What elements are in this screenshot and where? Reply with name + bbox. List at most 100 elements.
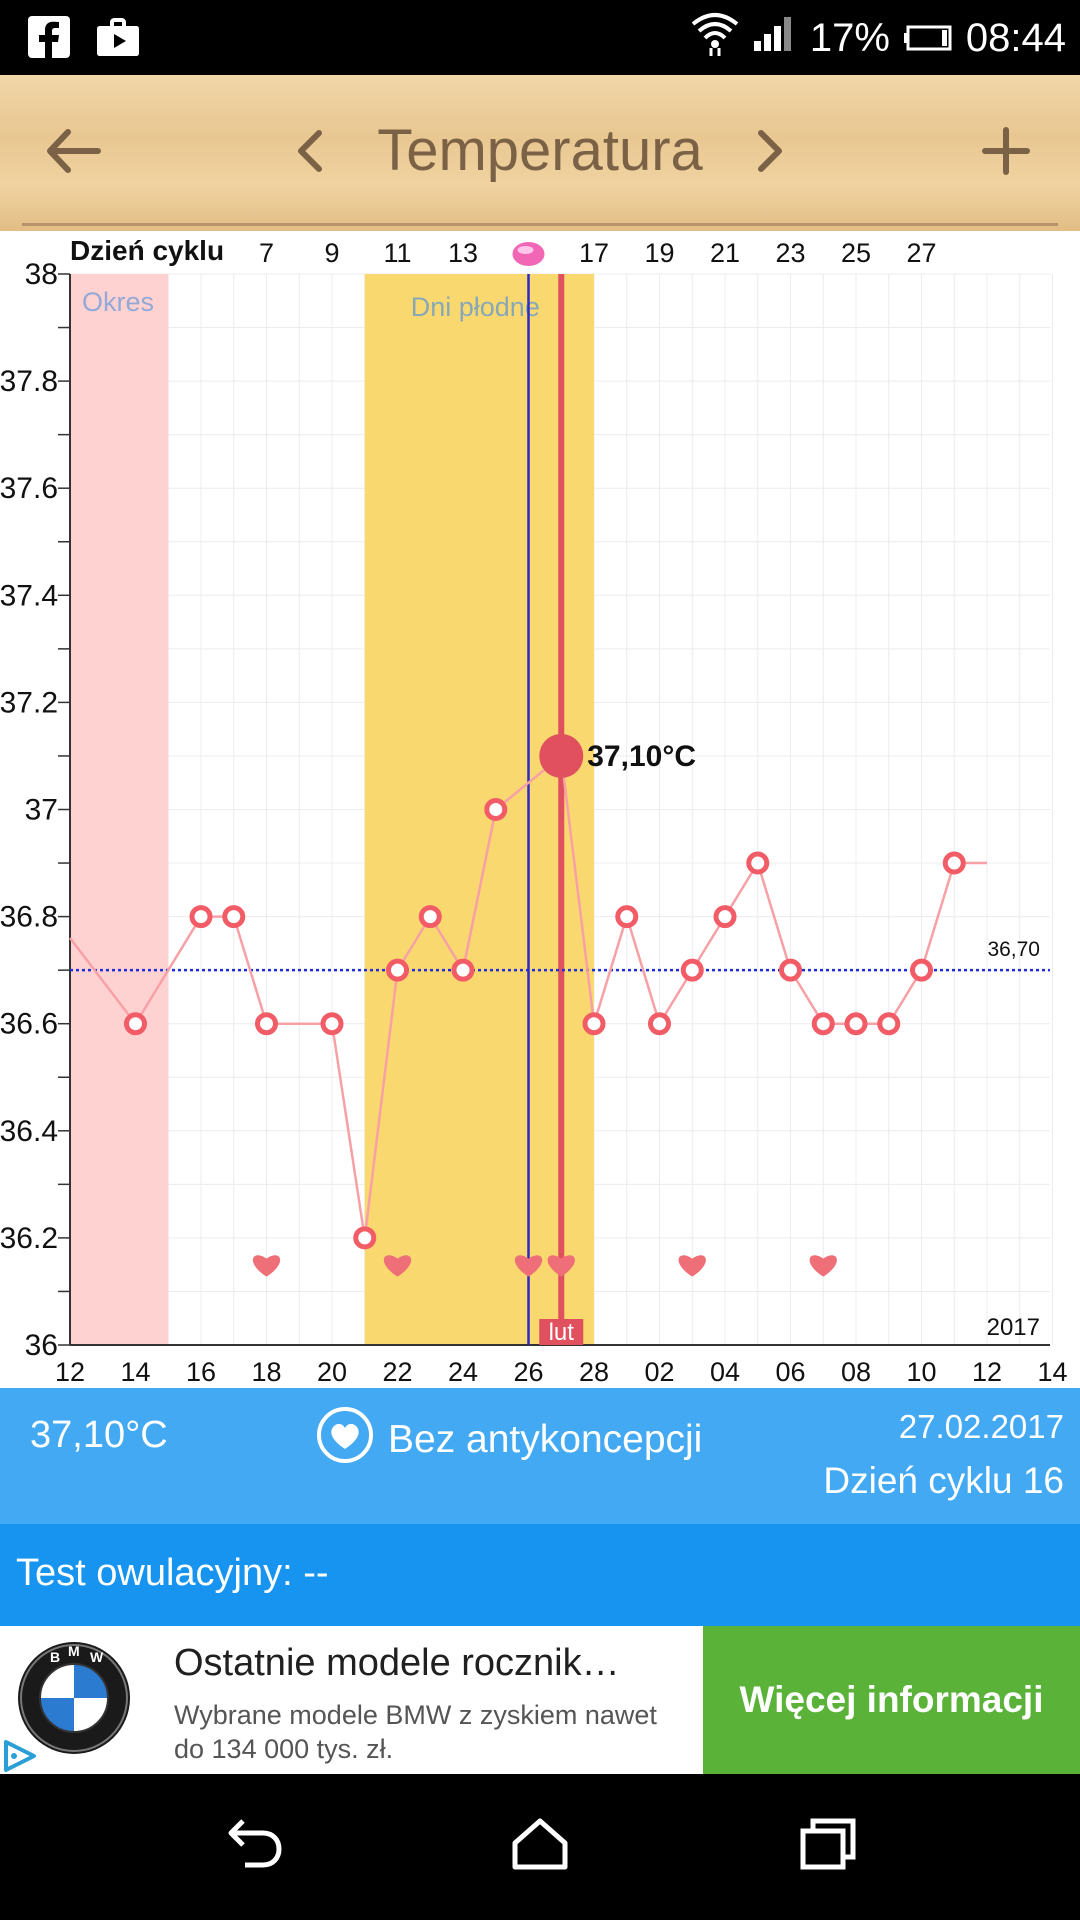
- x-tick-label: 20: [317, 1357, 347, 1387]
- heart-circle-icon: [316, 1406, 374, 1474]
- temperature-chart[interactable]: Okres Dni płodne lut 36,70 36 36.2 36.4 36.6 36.…: [0, 231, 1080, 1388]
- month-label: lut: [549, 1319, 575, 1346]
- y-tick-label: 36.2: [0, 1222, 58, 1255]
- nav-recents-button[interactable]: [788, 1806, 868, 1886]
- x-tick-label: 02: [644, 1357, 674, 1387]
- selected-date: 27.02.2017: [898, 1408, 1064, 1445]
- period-label: Okres: [82, 287, 154, 317]
- add-button[interactable]: [966, 113, 1046, 193]
- y-tick-label: 37.8: [0, 365, 58, 398]
- signal-icon: [753, 15, 796, 61]
- fertile-band: [364, 274, 594, 1345]
- x-tick-label: 22: [382, 1357, 412, 1387]
- y-tick-label: 37.4: [0, 579, 58, 612]
- temperature-point: [910, 958, 933, 982]
- intercourse-heart-icon: [514, 1255, 543, 1277]
- temperature-point: [680, 958, 704, 982]
- battery-percent: 17%: [809, 15, 890, 60]
- temperature-point: [877, 1012, 901, 1036]
- x-tick-label: 14: [120, 1357, 150, 1387]
- status-bar: 17% 08:44: [0, 0, 1080, 75]
- ovulation-test-label: Test owulacyjny: --: [16, 1552, 329, 1594]
- y-tick-label: 37.6: [0, 472, 58, 505]
- ovulation-marker-highlight: [517, 246, 534, 254]
- intercourse-heart-icon: [383, 1255, 412, 1277]
- back-button[interactable]: [34, 113, 114, 193]
- year-label: 2017: [987, 1314, 1040, 1341]
- selected-temperature: 37,10°C: [30, 1414, 168, 1456]
- y-tick-label: 36.8: [0, 901, 58, 934]
- ovulation-marker: [512, 242, 545, 266]
- svg-text:W: W: [90, 1649, 104, 1665]
- contraception-label: Bez antykoncepcji: [388, 1418, 703, 1461]
- shopping-bag-icon: [96, 16, 140, 63]
- selected-point-label: 37,10°C: [587, 740, 696, 773]
- nav-home-button[interactable]: [500, 1806, 580, 1886]
- temperature-point: [451, 958, 475, 982]
- battery-icon: [903, 16, 952, 61]
- cycle-day: Dzień cyklu 16: [823, 1460, 1064, 1501]
- intercourse-heart-icon: [809, 1255, 837, 1277]
- y-tick-label: 36: [25, 1329, 58, 1362]
- top-axis-label: Dzień cyklu: [70, 235, 224, 266]
- add-icon: [981, 126, 1031, 181]
- prev-cycle-button[interactable]: [270, 113, 350, 193]
- chart-svg: Okres Dni płodne lut 36,70 36 36.2 36.4 36.6 36.…: [0, 235, 1068, 1387]
- temperature-point: [124, 1012, 147, 1036]
- x-tick-label: 08: [841, 1357, 871, 1387]
- intercourse-heart-icon: [678, 1255, 706, 1277]
- temperature-point: [746, 851, 770, 875]
- info-bar: 37,10°C Bez antykoncepcji 27.02.2017 Dzi…: [0, 1388, 1080, 1524]
- x-tick-label: 12: [55, 1357, 85, 1387]
- ad-banner[interactable]: B M W Ostatnie modele rocznik… Wybrane m…: [0, 1626, 1080, 1774]
- prev-chevron-icon: [295, 129, 325, 178]
- temperature-point: [386, 958, 409, 982]
- selected-point: [539, 733, 584, 778]
- ad-more-info-button[interactable]: Więcej informacji: [703, 1626, 1080, 1774]
- next-chevron-icon: [755, 129, 785, 178]
- navigation-bar: [0, 1774, 1080, 1920]
- top-tick-label: 7: [259, 238, 274, 268]
- app-bar: Temperatura: [0, 75, 1080, 231]
- ovulation-test-bar[interactable]: Test owulacyjny: --: [0, 1524, 1080, 1626]
- top-tick-label: 23: [775, 238, 805, 268]
- temperature-point: [942, 851, 966, 875]
- top-tick-label: 21: [710, 238, 740, 268]
- temperature-point: [615, 905, 639, 929]
- temperature-point: [418, 905, 442, 929]
- temperature-point: [811, 1012, 835, 1036]
- nav-back-button[interactable]: [215, 1806, 295, 1886]
- temperature-point: [713, 905, 737, 929]
- y-tick-label: 38: [25, 258, 58, 291]
- top-tick-label: 19: [644, 238, 674, 268]
- y-tick-label: 36.4: [0, 1115, 58, 1148]
- contraception-status[interactable]: Bez antykoncepcji: [316, 1406, 702, 1474]
- intercourse-heart-icon: [252, 1255, 281, 1277]
- top-tick-label: 13: [448, 238, 478, 268]
- y-tick-label: 37.2: [0, 686, 58, 719]
- temperature-point: [353, 1226, 377, 1250]
- temperature-point: [189, 905, 213, 929]
- back-arrow-icon: [46, 128, 102, 179]
- period-band: [70, 274, 169, 1345]
- svg-text:M: M: [68, 1643, 80, 1659]
- month-label-box: [539, 1319, 584, 1345]
- temperature-point: [255, 1012, 278, 1036]
- x-tick-label: 04: [710, 1357, 740, 1387]
- wifi-icon: [690, 10, 740, 66]
- x-tick-label: 12: [972, 1357, 1002, 1387]
- y-tick-label: 36.6: [0, 1008, 58, 1041]
- adchoices-icon[interactable]: [0, 1738, 40, 1779]
- next-cycle-button[interactable]: [730, 113, 810, 193]
- facebook-icon: [28, 16, 70, 63]
- x-tick-label: 26: [513, 1357, 543, 1387]
- x-tick-label: 06: [775, 1357, 805, 1387]
- home-nav-icon: [511, 1817, 569, 1876]
- x-tick-label: 18: [251, 1357, 281, 1387]
- x-tick-label: 24: [448, 1357, 478, 1387]
- temperature-point: [582, 1012, 606, 1036]
- temperature-point: [222, 905, 246, 929]
- bmw-logo: B M W: [16, 1640, 132, 1761]
- x-tick-label: 14: [1037, 1357, 1067, 1387]
- top-tick-label: 9: [324, 238, 339, 268]
